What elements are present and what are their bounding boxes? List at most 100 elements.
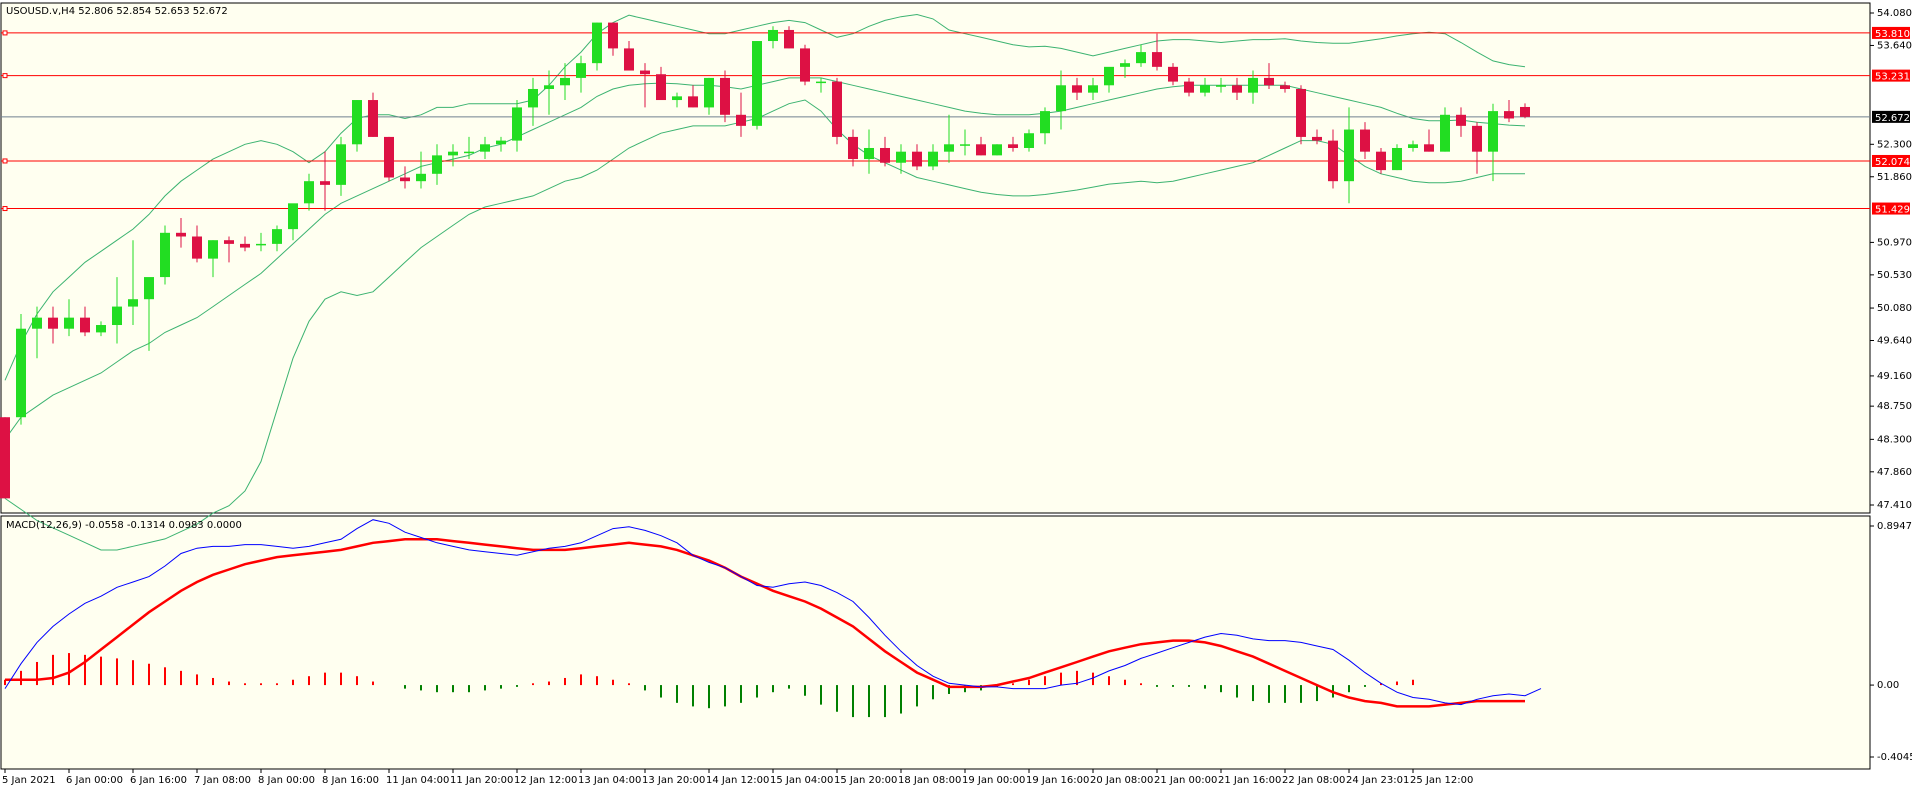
candle-bearish xyxy=(912,151,922,167)
price-tick-label: 49.160 xyxy=(1877,371,1912,382)
level-handle[interactable] xyxy=(2,30,8,36)
candles xyxy=(0,22,1530,499)
bollinger-upper-line xyxy=(4,13,1526,381)
level-price-tag xyxy=(1872,26,1910,39)
time-tick-label: 6 Jan 16:00 xyxy=(130,775,187,786)
candle-bullish xyxy=(864,147,874,160)
candle-bullish xyxy=(128,299,138,307)
candle-bullish xyxy=(752,41,762,126)
level-price-label: 51.429 xyxy=(1875,205,1910,216)
level-handle[interactable] xyxy=(2,73,8,79)
candle-bearish xyxy=(1472,125,1482,152)
level-handle[interactable] xyxy=(2,206,8,212)
candle-bullish xyxy=(416,173,426,182)
time-tick-label: 18 Jan 08:00 xyxy=(898,775,961,786)
candle-bullish xyxy=(160,232,170,278)
candle-bearish xyxy=(1360,129,1370,152)
current-price-tag xyxy=(1872,110,1910,123)
time-tick-label: 22 Jan 08:00 xyxy=(1282,775,1345,786)
candle-bullish xyxy=(704,77,714,108)
candle-bearish xyxy=(736,114,746,126)
candle-bearish xyxy=(640,70,650,75)
candle-bullish xyxy=(1104,66,1114,86)
candle-bullish xyxy=(304,181,314,204)
candle-bullish xyxy=(32,317,42,329)
price-tick-label: 47.410 xyxy=(1877,500,1912,511)
candle-bullish xyxy=(288,203,298,230)
price-tick-label: 53.640 xyxy=(1877,40,1912,51)
candle-bullish xyxy=(928,151,938,167)
candle-bullish xyxy=(1344,129,1354,182)
candle-bearish xyxy=(720,77,730,115)
level-price-label: 53.231 xyxy=(1875,72,1910,83)
candle-bearish xyxy=(320,181,330,185)
price-tick-label: 50.530 xyxy=(1877,270,1912,281)
candle-bullish xyxy=(496,140,506,145)
candle-bullish xyxy=(272,229,282,244)
time-tick-label: 19 Jan 16:00 xyxy=(1026,775,1089,786)
candle-bearish xyxy=(656,74,666,101)
candle-bearish xyxy=(1296,88,1306,137)
level-price-tag xyxy=(1872,69,1910,82)
price-tick-label: 50.970 xyxy=(1877,237,1912,248)
current-price-label: 52.672 xyxy=(1875,113,1910,124)
candle-bearish xyxy=(1520,106,1530,117)
macd-tick-label: -0.4045 xyxy=(1877,752,1912,763)
candle-bullish xyxy=(352,100,362,145)
candle-bearish xyxy=(976,144,986,156)
candle-bearish xyxy=(192,236,202,259)
candle-bullish xyxy=(1088,85,1098,93)
candle-bearish xyxy=(224,240,234,244)
candle-bearish xyxy=(880,147,890,163)
candle-bearish xyxy=(608,22,618,49)
time-tick-label: 13 Jan 04:00 xyxy=(578,775,641,786)
time-tick-label: 21 Jan 16:00 xyxy=(1218,775,1281,786)
candle-bearish xyxy=(1280,85,1290,89)
candle-bullish xyxy=(1440,114,1450,152)
candle-bearish xyxy=(848,136,858,160)
candle-bullish xyxy=(576,63,586,78)
time-tick-label: 13 Jan 20:00 xyxy=(642,775,705,786)
candle-bullish xyxy=(672,96,682,101)
bollinger-bands xyxy=(4,13,1526,551)
macd-indicator xyxy=(4,519,1542,718)
macd-tick-label: 0.8947 xyxy=(1877,521,1912,532)
time-tick-label: 15 Jan 04:00 xyxy=(770,775,833,786)
candle-bearish xyxy=(1168,66,1178,82)
time-tick-label: 7 Jan 08:00 xyxy=(194,775,251,786)
candle-bullish xyxy=(256,243,266,246)
macd-title: MACD(12,26,9) -0.0558 -0.1314 0.0983 0.0… xyxy=(6,520,242,531)
candle-bullish xyxy=(560,77,570,86)
time-tick-label: 20 Jan 08:00 xyxy=(1090,775,1153,786)
candle-bearish xyxy=(48,317,58,329)
candle-bearish xyxy=(1232,85,1242,93)
candle-bearish xyxy=(1008,144,1018,148)
candle-bullish xyxy=(896,151,906,163)
candle-bullish xyxy=(448,151,458,156)
bollinger-lower-line xyxy=(4,99,1525,551)
candle-bullish xyxy=(544,85,554,89)
price-tick-label: 48.300 xyxy=(1877,434,1912,445)
time-tick-label: 21 Jan 00:00 xyxy=(1154,775,1217,786)
time-tick-label: 5 Jan 2021 xyxy=(2,775,56,786)
time-tick-label: 12 Jan 12:00 xyxy=(514,775,577,786)
candle-bullish xyxy=(1120,63,1130,67)
level-handle[interactable] xyxy=(2,158,8,164)
candle-bullish xyxy=(1136,52,1146,64)
candle-bearish xyxy=(1264,77,1274,86)
candle-bullish xyxy=(1024,133,1034,148)
price-tick-label: 49.640 xyxy=(1877,336,1912,347)
price-tick-label: 54.080 xyxy=(1877,8,1912,19)
candle-bearish xyxy=(176,232,186,237)
candle-bearish xyxy=(1424,144,1434,152)
candle-bullish xyxy=(1248,77,1258,93)
price-pane-background xyxy=(0,2,1871,514)
candle-bullish xyxy=(1488,111,1498,152)
candle-bearish xyxy=(80,317,90,333)
level-price-tag xyxy=(1872,202,1910,215)
candle-bearish xyxy=(800,48,810,82)
candle-bearish xyxy=(384,136,394,178)
candle-bearish xyxy=(1152,52,1162,67)
candle-bullish xyxy=(1040,111,1050,134)
